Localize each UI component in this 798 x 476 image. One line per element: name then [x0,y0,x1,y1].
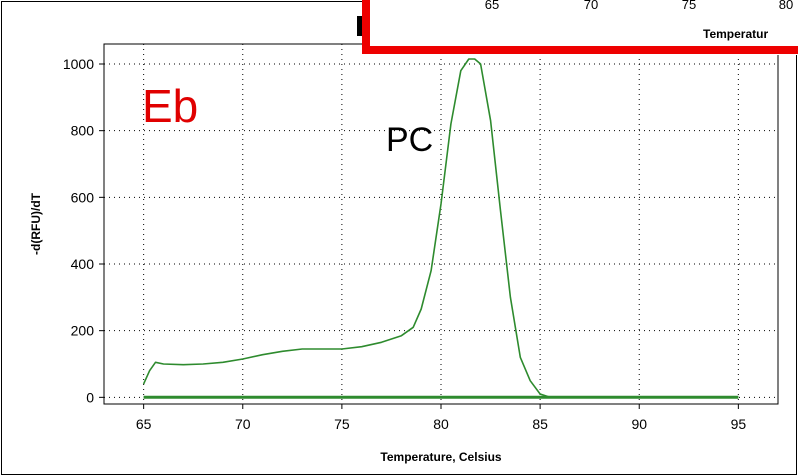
x-tick-label: 90 [631,416,647,432]
inset-edge-mark [357,16,362,36]
y-axis: 0 200 400 600 800 1000 [63,56,104,405]
x-tick-label: 75 [334,416,350,432]
inset-x-axis: 65 70 75 80 [485,0,793,12]
inset-x-tick-label: 70 [584,0,598,12]
panel-label: Eb [142,80,198,132]
melt-curve-line [142,58,551,399]
x-tick-label: 65 [136,416,152,432]
y-tick-label: 400 [71,256,95,272]
y-axis-title: -d(RFU)/dT [29,192,43,255]
grid [104,44,778,404]
inset-x-tick-label: 65 [485,0,499,12]
x-axis-title: Temperature, Celsius [380,450,501,464]
y-tick-label: 600 [71,189,95,205]
x-tick-label: 80 [433,416,449,432]
series-layer [142,58,739,399]
y-tick-label: 0 [86,389,94,405]
inset-x-axis-title: Temperatur [703,27,768,41]
inset-panel: 65 70 75 80 Temperatur [357,0,798,55]
inset-x-tick-label: 75 [682,0,696,12]
peak-label: PC [386,121,433,159]
x-axis: 65 70 75 80 85 90 95 [136,404,746,432]
y-tick-label: 1000 [63,56,94,72]
inset-x-tick-label: 80 [779,0,793,12]
x-tick-label: 70 [235,416,251,432]
x-tick-label: 95 [731,416,747,432]
x-tick-label: 85 [532,416,548,432]
y-tick-label: 200 [71,323,95,339]
inset-background [362,0,798,55]
y-tick-label: 800 [71,123,95,139]
inset-border [362,0,798,54]
